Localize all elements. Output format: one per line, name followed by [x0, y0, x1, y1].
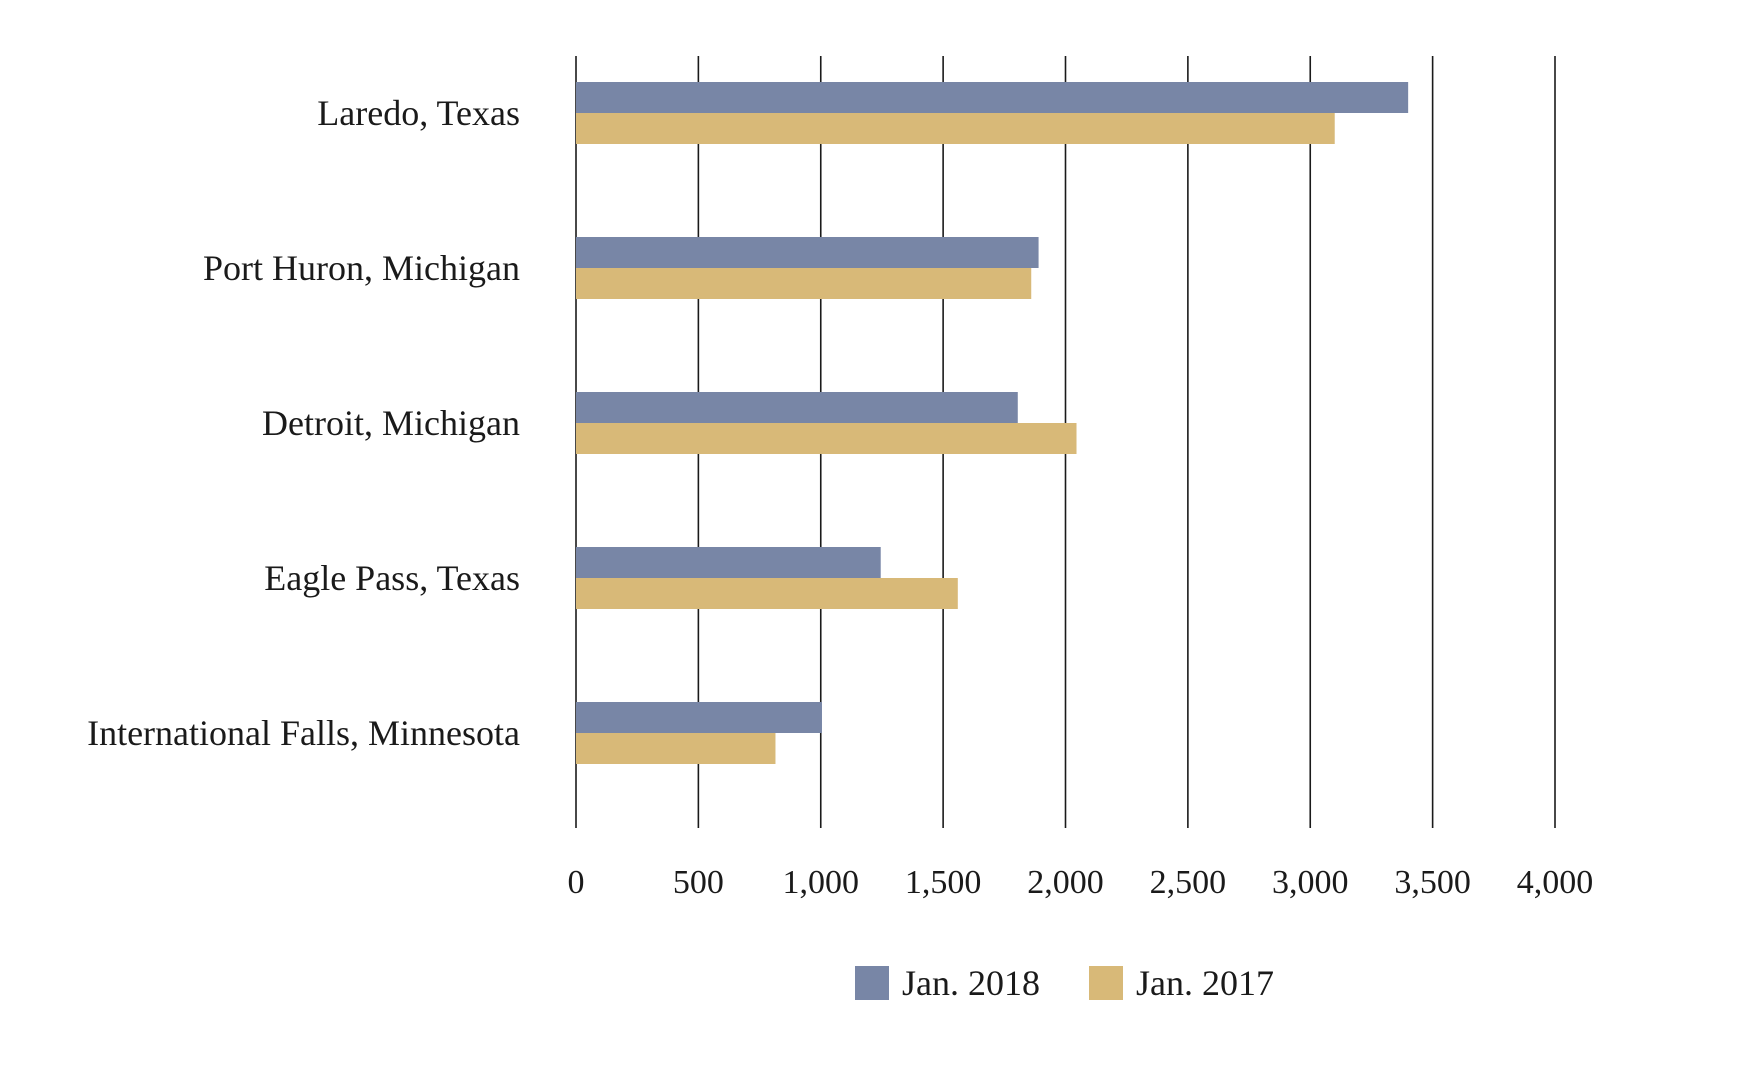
bar-jan-2017 [576, 113, 1335, 144]
category-label: Detroit, Michigan [262, 403, 520, 443]
bar-jan-2018 [576, 237, 1039, 268]
legend: Jan. 2018 Jan. 2017 [855, 963, 1274, 1003]
bar-jan-2018 [576, 392, 1018, 423]
category-label: Port Huron, Michigan [203, 248, 520, 288]
x-tick-label: 2,500 [1150, 864, 1227, 901]
x-tick-label: 0 [568, 864, 585, 901]
legend-swatch [855, 966, 889, 1000]
x-tick-labels: 0 500 1,000 1,500 2,000 2,500 3,000 3,500 4,000 [568, 864, 1594, 901]
x-tick-label: 3,500 [1394, 864, 1471, 901]
bar-jan-2017 [576, 578, 958, 609]
legend-label: Jan. 2017 [1136, 963, 1274, 1003]
bar-jan-2017 [576, 733, 776, 764]
legend-label: Jan. 2018 [902, 963, 1040, 1003]
category-label: International Falls, Minnesota [87, 713, 520, 753]
bar-jan-2018 [576, 702, 822, 733]
x-tick-label: 3,000 [1272, 864, 1349, 901]
bar-jan-2017 [576, 268, 1032, 299]
bars [576, 82, 1409, 764]
category-label: Eagle Pass, Texas [264, 558, 520, 598]
bar-jan-2017 [576, 423, 1077, 454]
bar-jan-2018 [576, 547, 881, 578]
category-label: Laredo, Texas [317, 93, 520, 133]
x-tick-label: 1,000 [783, 864, 860, 901]
x-tick-label: 2,000 [1027, 864, 1104, 901]
legend-swatch [1089, 966, 1123, 1000]
x-tick-label: 500 [673, 864, 724, 901]
x-tick-label: 4,000 [1517, 864, 1594, 901]
x-tick-label: 1,500 [905, 864, 982, 901]
bar-jan-2018 [576, 82, 1409, 113]
category-labels: Laredo, Texas Port Huron, Michigan Detroit… [87, 93, 520, 753]
